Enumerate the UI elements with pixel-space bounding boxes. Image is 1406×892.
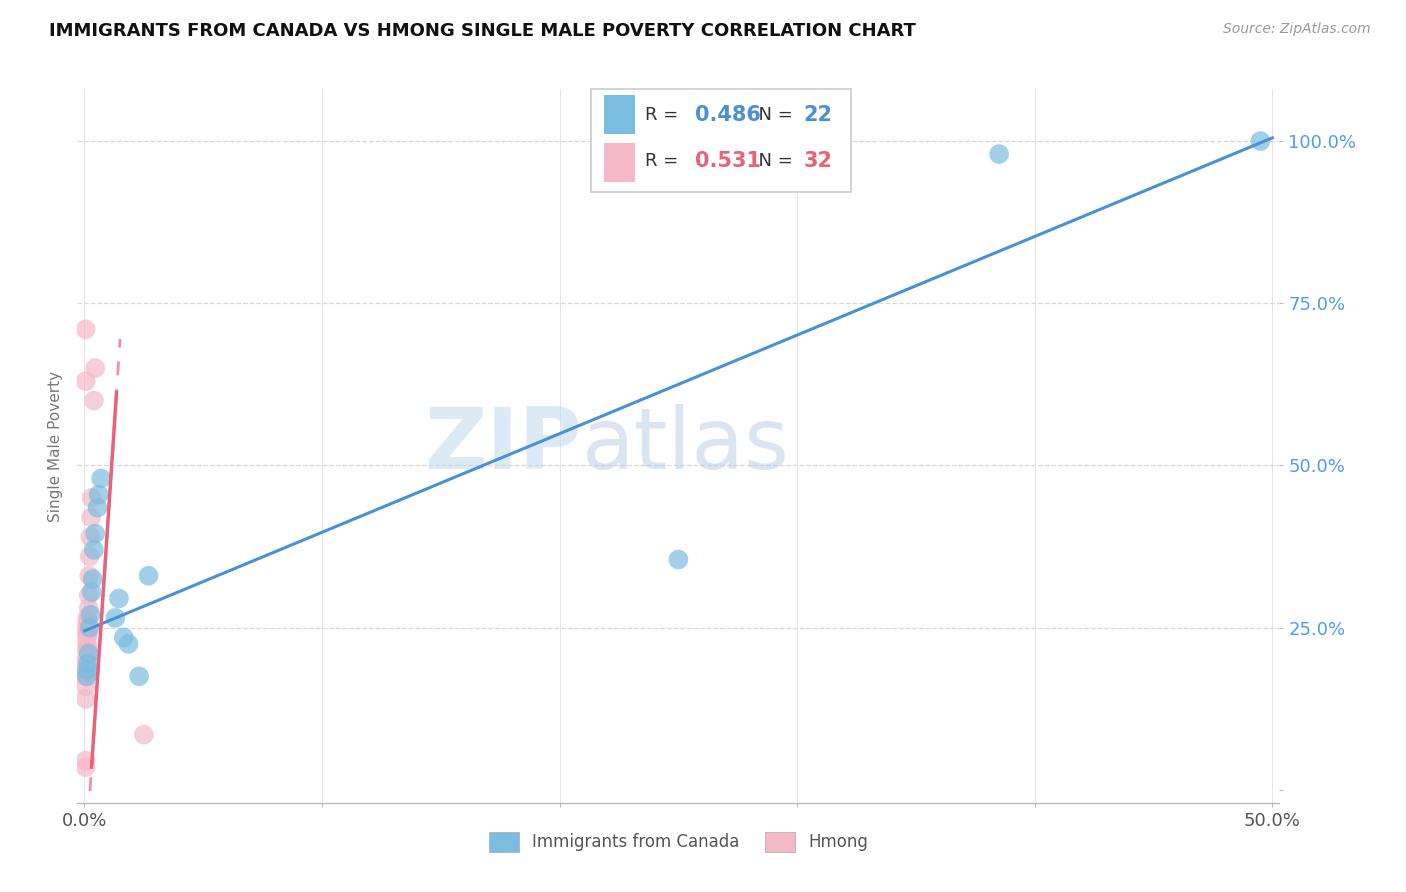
Point bbox=[77, 647, 100, 661]
Point bbox=[76, 649, 98, 664]
Point bbox=[80, 491, 103, 505]
Point bbox=[79, 530, 101, 544]
Point bbox=[77, 627, 100, 641]
Bar bbox=[603, 143, 634, 181]
Text: atlas: atlas bbox=[582, 404, 790, 488]
Point bbox=[77, 657, 100, 671]
Legend: Immigrants from Canada, Hmong: Immigrants from Canada, Hmong bbox=[482, 825, 875, 859]
Point bbox=[86, 500, 108, 515]
Text: 32: 32 bbox=[804, 151, 832, 171]
Point bbox=[76, 627, 98, 641]
Point bbox=[83, 542, 105, 557]
Point bbox=[77, 568, 100, 582]
Point bbox=[76, 611, 98, 625]
Point bbox=[90, 471, 112, 485]
Point bbox=[76, 643, 98, 657]
Point bbox=[104, 611, 127, 625]
Point bbox=[75, 754, 97, 768]
Point bbox=[79, 549, 101, 564]
Point bbox=[75, 322, 97, 336]
Point bbox=[75, 760, 97, 774]
Bar bbox=[603, 95, 634, 135]
Point bbox=[83, 393, 105, 408]
Point bbox=[988, 147, 1011, 161]
Point bbox=[132, 728, 155, 742]
Text: 22: 22 bbox=[804, 105, 832, 125]
Point bbox=[75, 663, 97, 677]
Point bbox=[80, 510, 103, 524]
Point bbox=[75, 374, 97, 388]
Point bbox=[76, 624, 98, 638]
Point bbox=[79, 607, 101, 622]
Text: N =: N = bbox=[747, 106, 799, 124]
Point bbox=[76, 663, 98, 677]
Point bbox=[87, 488, 110, 502]
Point bbox=[76, 669, 98, 683]
Point bbox=[75, 669, 97, 683]
Point bbox=[82, 572, 104, 586]
Text: IMMIGRANTS FROM CANADA VS HMONG SINGLE MALE POVERTY CORRELATION CHART: IMMIGRANTS FROM CANADA VS HMONG SINGLE M… bbox=[49, 22, 917, 40]
Point bbox=[77, 640, 100, 654]
Text: R =: R = bbox=[645, 152, 685, 170]
Point bbox=[79, 621, 101, 635]
Point bbox=[112, 631, 135, 645]
Point bbox=[77, 601, 100, 615]
Text: R =: R = bbox=[645, 106, 685, 124]
Point bbox=[77, 614, 100, 628]
Point bbox=[117, 637, 139, 651]
Point bbox=[84, 361, 107, 376]
Point bbox=[75, 679, 97, 693]
Point bbox=[76, 617, 98, 632]
FancyBboxPatch shape bbox=[591, 89, 851, 192]
Point bbox=[76, 637, 98, 651]
Point bbox=[138, 568, 160, 582]
Text: Source: ZipAtlas.com: Source: ZipAtlas.com bbox=[1223, 22, 1371, 37]
Point bbox=[75, 692, 97, 706]
Point bbox=[128, 669, 150, 683]
Point bbox=[84, 526, 107, 541]
Point bbox=[75, 657, 97, 671]
Point bbox=[1249, 134, 1271, 148]
Text: N =: N = bbox=[747, 152, 799, 170]
Point bbox=[76, 659, 98, 673]
Point bbox=[666, 552, 689, 566]
Text: ZIP: ZIP bbox=[425, 404, 582, 488]
Text: 0.486: 0.486 bbox=[695, 105, 761, 125]
Point bbox=[80, 585, 103, 599]
Point bbox=[77, 588, 100, 602]
Point bbox=[76, 631, 98, 645]
Text: 0.531: 0.531 bbox=[695, 151, 761, 171]
Point bbox=[108, 591, 131, 606]
Y-axis label: Single Male Poverty: Single Male Poverty bbox=[48, 370, 63, 522]
Point bbox=[75, 669, 97, 683]
